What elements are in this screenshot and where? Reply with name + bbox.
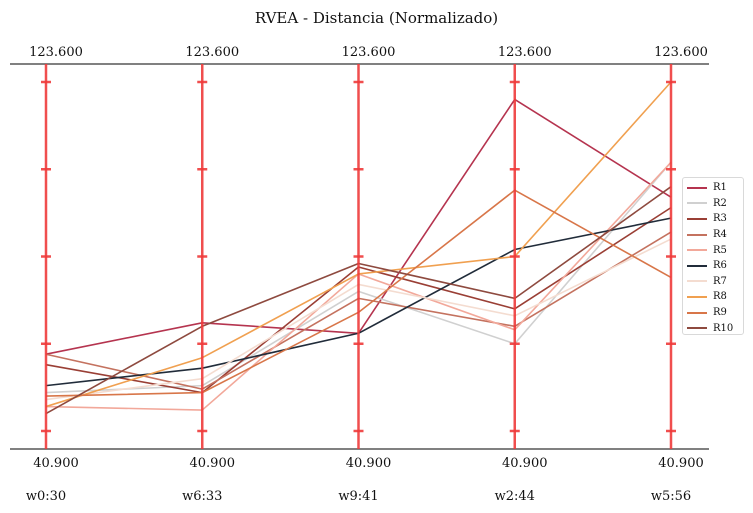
legend-swatch: [687, 249, 707, 252]
axis-1: [41, 64, 51, 449]
legend-swatch: [687, 295, 707, 298]
legend-label: R2: [713, 197, 727, 209]
legend-swatch: [687, 280, 707, 283]
legend-label: R4: [713, 229, 727, 241]
axis-bottom-label: 40.900: [658, 456, 704, 471]
chart-title: RVEA - Distancia (Normalizado): [254, 9, 499, 27]
legend-label: R7: [713, 275, 727, 287]
legend-label: R3: [713, 213, 727, 225]
legend-item: R8: [687, 289, 743, 305]
legend: R1 R2 R3 R4 R5 R6 R7 R8 R9 R10: [682, 177, 744, 335]
legend-swatch: [687, 202, 707, 205]
legend-item: R2: [687, 196, 743, 212]
axis-5: [666, 64, 676, 449]
legend-swatch: [687, 233, 707, 236]
axis-top-label: 123.600: [342, 45, 396, 60]
legend-swatch: [687, 311, 707, 314]
legend-label: R8: [713, 291, 727, 303]
legend-item: R10: [687, 320, 743, 336]
axis-4: [509, 64, 520, 449]
legend-item: R3: [687, 211, 743, 227]
legend-item: R4: [687, 227, 743, 243]
legend-item: R6: [687, 258, 743, 274]
axis-3: [353, 64, 364, 449]
axis-top-label: 123.600: [654, 45, 708, 60]
axis-bottom-label: 40.900: [33, 456, 79, 471]
axis-top-label: 123.600: [29, 45, 83, 60]
legend-swatch: [687, 186, 707, 189]
axis-bottom-label: 40.900: [502, 456, 548, 471]
axis-name-label: w0:30: [26, 489, 66, 504]
legend-swatch: [687, 264, 707, 267]
axis-bottom-label: 40.900: [190, 456, 236, 471]
axis-name-label: w5:56: [651, 489, 691, 504]
axis-2: [197, 64, 208, 449]
legend-item: R1: [687, 180, 743, 196]
legend-swatch: [687, 327, 707, 330]
legend-label: R1: [713, 182, 727, 194]
legend-label: R10: [713, 322, 734, 334]
legend-item: R5: [687, 242, 743, 258]
axis-name-label: w2:44: [495, 489, 535, 504]
axis-bottom-label: 40.900: [346, 456, 392, 471]
legend-label: R5: [713, 244, 727, 256]
legend-item: R9: [687, 305, 743, 321]
axis-top-label: 123.600: [185, 45, 239, 60]
legend-label: R9: [713, 307, 727, 319]
legend-item: R7: [687, 274, 743, 290]
axis-name-label: w6:33: [182, 489, 222, 504]
axis-name-label: w9:41: [338, 489, 378, 504]
axis-top-label: 123.600: [498, 45, 552, 60]
legend-swatch: [687, 217, 707, 220]
legend-label: R6: [713, 260, 727, 272]
